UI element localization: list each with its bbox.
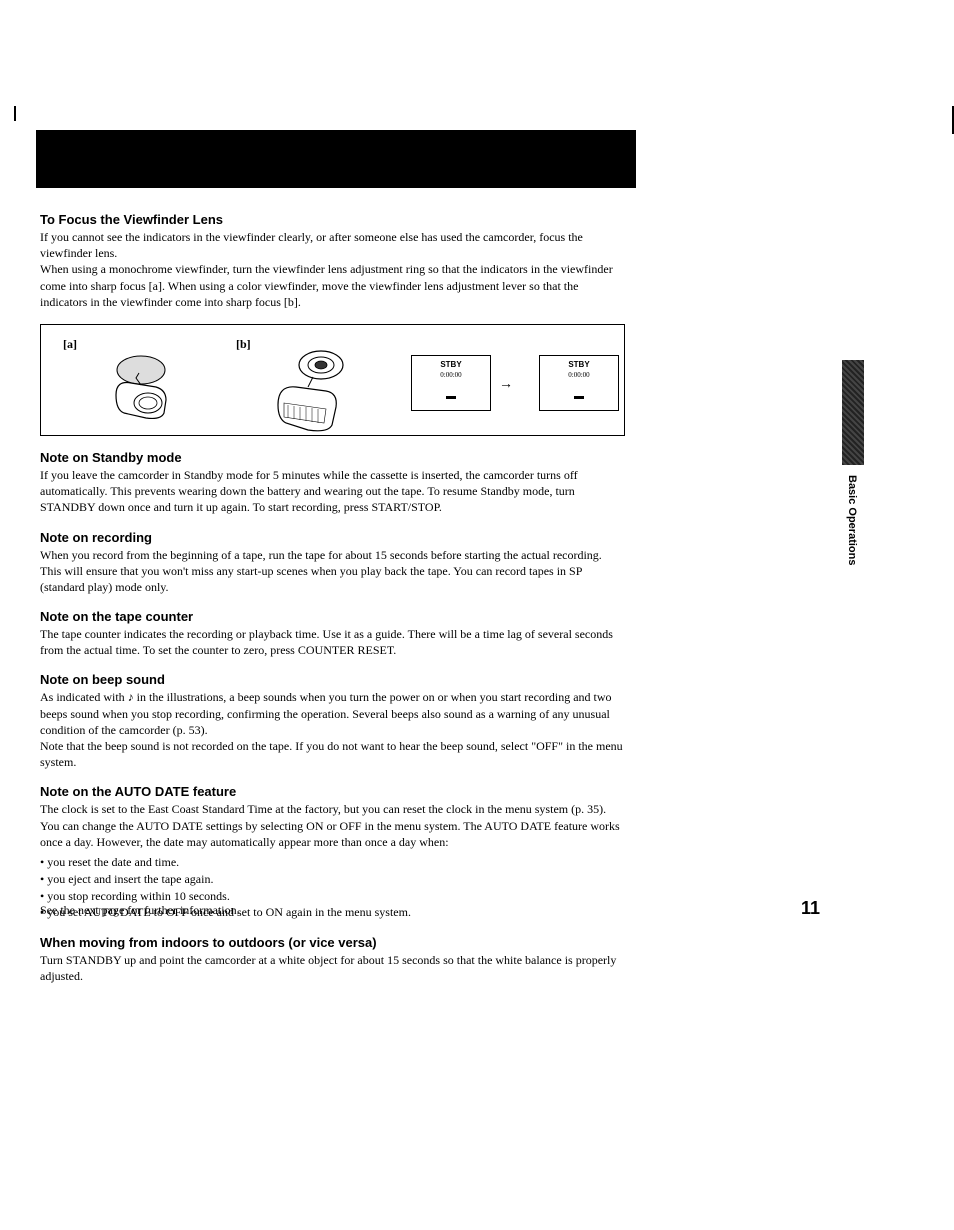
page-container: To Focus the Viewfinder Lens If you cann… — [0, 0, 954, 1039]
recording-text: When you record from the beginning of a … — [40, 547, 625, 596]
lcd1-time: 0:00:00 — [412, 371, 490, 379]
viewfinder-diagram: [a] [b] — [40, 324, 625, 436]
diagram-label-b: [b] — [236, 337, 251, 352]
autodate-text: The clock is set to the East Coast Stand… — [40, 801, 625, 850]
page-number: 11 — [801, 898, 820, 919]
beep-title: Note on beep sound — [40, 672, 625, 687]
focus-title: To Focus the Viewfinder Lens — [40, 212, 625, 227]
section-tab-marker — [842, 360, 864, 465]
page-footer: See the next page for further informatio… — [40, 898, 820, 919]
section-tab-label: Basic Operations — [846, 475, 858, 565]
camcorder-illustration-a — [106, 345, 181, 430]
diagram-label-a: [a] — [63, 337, 77, 352]
list-item: you eject and insert the tape again. — [40, 871, 625, 888]
counter-title: Note on the tape counter — [40, 609, 625, 624]
lcd-screen-after: STBY 0:00:00 ▬ — [539, 355, 619, 411]
standby-title: Note on Standby mode — [40, 450, 625, 465]
lcd2-time: 0:00:00 — [540, 371, 618, 379]
lcd1-indicator: ▬ — [412, 391, 490, 402]
autodate-title: Note on the AUTO DATE feature — [40, 784, 625, 799]
lcd1-stby: STBY — [412, 360, 490, 369]
recording-title: Note on recording — [40, 530, 625, 545]
moving-text: Turn STANDBY up and point the camcorder … — [40, 952, 625, 984]
camcorder-illustration-b — [266, 345, 356, 445]
header-band — [36, 130, 636, 188]
lcd2-stby: STBY — [540, 360, 618, 369]
list-item: you reset the date and time. — [40, 854, 625, 871]
moving-title: When moving from indoors to outdoors (or… — [40, 935, 625, 950]
beep-text: As indicated with ♪ in the illustrations… — [40, 689, 625, 770]
diagram-arrow-icon: → — [499, 377, 513, 393]
section-tab: Basic Operations — [836, 360, 874, 565]
standby-text: If you leave the camcorder in Standby mo… — [40, 467, 625, 516]
footer-note: See the next page for further informatio… — [40, 903, 240, 918]
lcd2-indicator: ▬ — [540, 391, 618, 402]
counter-text: The tape counter indicates the recording… — [40, 626, 625, 658]
focus-text: If you cannot see the indicators in the … — [40, 229, 625, 310]
main-content: To Focus the Viewfinder Lens If you cann… — [40, 212, 625, 985]
lcd-screen-before: STBY 0:00:00 ▬ — [411, 355, 491, 411]
